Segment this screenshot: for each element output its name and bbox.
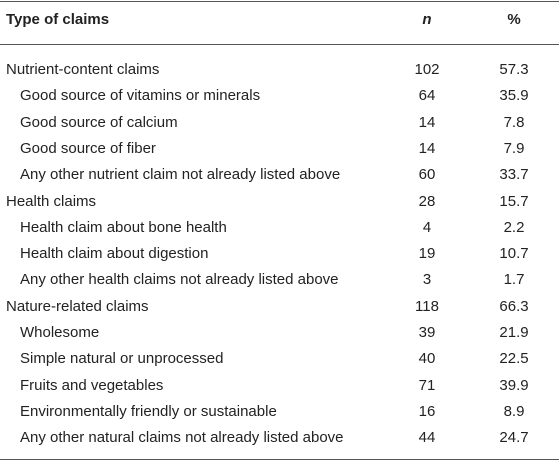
percent-cell: 7.9 [503, 139, 525, 157]
percent-cell: 57.3 [499, 61, 529, 78]
percent-cell: 1.7 [503, 271, 525, 289]
count-cell: 102 [414, 61, 440, 78]
percent-cell: 7.8 [503, 113, 525, 131]
percent-cell: 39.9 [499, 376, 529, 394]
count-cell: 19 [418, 245, 436, 263]
item-row: Fruits and vegetables 71 39.9 [0, 373, 559, 399]
percent-cell: 15.7 [499, 192, 529, 210]
item-row: Wholesome 39 21.9 [0, 320, 559, 346]
item-row: Any other nutrient claim not already lis… [0, 162, 559, 188]
row-label: Health claims [6, 192, 97, 210]
percent-cell: 8.9 [503, 402, 525, 420]
item-row: Simple natural or unprocessed 40 22.5 [0, 346, 559, 372]
percent-cell: 22.5 [499, 350, 529, 368]
item-row: Good source of fiber 14 7.9 [0, 136, 559, 162]
count-cell: 64 [418, 87, 436, 105]
item-row: Any other natural claims not already lis… [0, 425, 559, 451]
row-label: Any other natural claims not already lis… [20, 429, 344, 447]
count-cell: 3 [422, 271, 432, 289]
count-cell: 71 [418, 376, 436, 394]
row-label: Fruits and vegetables [20, 376, 164, 394]
bottom-rule [0, 459, 559, 460]
header-cell: n [422, 11, 432, 28]
percent-cell: 66.3 [499, 297, 529, 315]
item-row: Good source of calcium 14 7.8 [0, 110, 559, 136]
header-cell: % [507, 11, 521, 28]
percent-cell: 35.9 [499, 87, 529, 105]
count-cell: 14 [418, 113, 436, 131]
row-label: Good source of calcium [20, 113, 178, 131]
percent-cell: 33.7 [499, 166, 529, 184]
row-label: Any other health claims not already list… [20, 271, 339, 289]
count-cell: 4 [422, 218, 432, 236]
header-rule [0, 44, 559, 45]
row-label: Nutrient-content claims [6, 61, 160, 78]
group-row: Nature-related claims 118 66.3 [0, 294, 559, 320]
header-row: Type of claims n % [0, 7, 559, 33]
count-cell: 16 [418, 402, 436, 420]
row-label: Simple natural or unprocessed [20, 350, 224, 368]
percent-cell: 10.7 [499, 245, 529, 263]
row-label: Health claim about digestion [20, 245, 209, 263]
count-cell: 40 [418, 350, 436, 368]
row-label: Nature-related claims [6, 297, 149, 315]
item-row: Environmentally friendly or sustainable 1… [0, 399, 559, 425]
row-label: Environmentally friendly or sustainable [20, 402, 277, 420]
count-cell: 44 [418, 429, 436, 447]
row-label: Health claim about bone health [20, 218, 227, 236]
top-rule [0, 1, 559, 2]
group-row: Nutrient-content claims 102 57.3 [0, 57, 559, 83]
percent-cell: 2.2 [503, 218, 525, 236]
count-cell: 118 [415, 297, 439, 315]
row-label: Any other nutrient claim not already lis… [20, 166, 341, 184]
group-row: Health claims 28 15.7 [0, 189, 559, 215]
count-cell: 60 [418, 166, 436, 184]
item-row: Health claim about digestion 19 10.7 [0, 241, 559, 267]
item-row: Health claim about bone health 4 2.2 [0, 215, 559, 241]
percent-cell: 21.9 [499, 324, 529, 341]
row-label: Good source of fiber [20, 139, 156, 157]
item-row: Good source of vitamins or minerals 64 35.… [0, 83, 559, 109]
count-cell: 14 [418, 139, 436, 157]
count-cell: 39 [418, 324, 436, 341]
count-cell: 28 [418, 192, 436, 210]
row-label: Good source of vitamins or minerals [20, 87, 261, 105]
item-row: Any other health claims not already list… [0, 267, 559, 293]
percent-cell: 24.7 [499, 429, 529, 447]
header-cell: Type of claims [6, 11, 110, 28]
row-label: Wholesome [20, 324, 100, 341]
